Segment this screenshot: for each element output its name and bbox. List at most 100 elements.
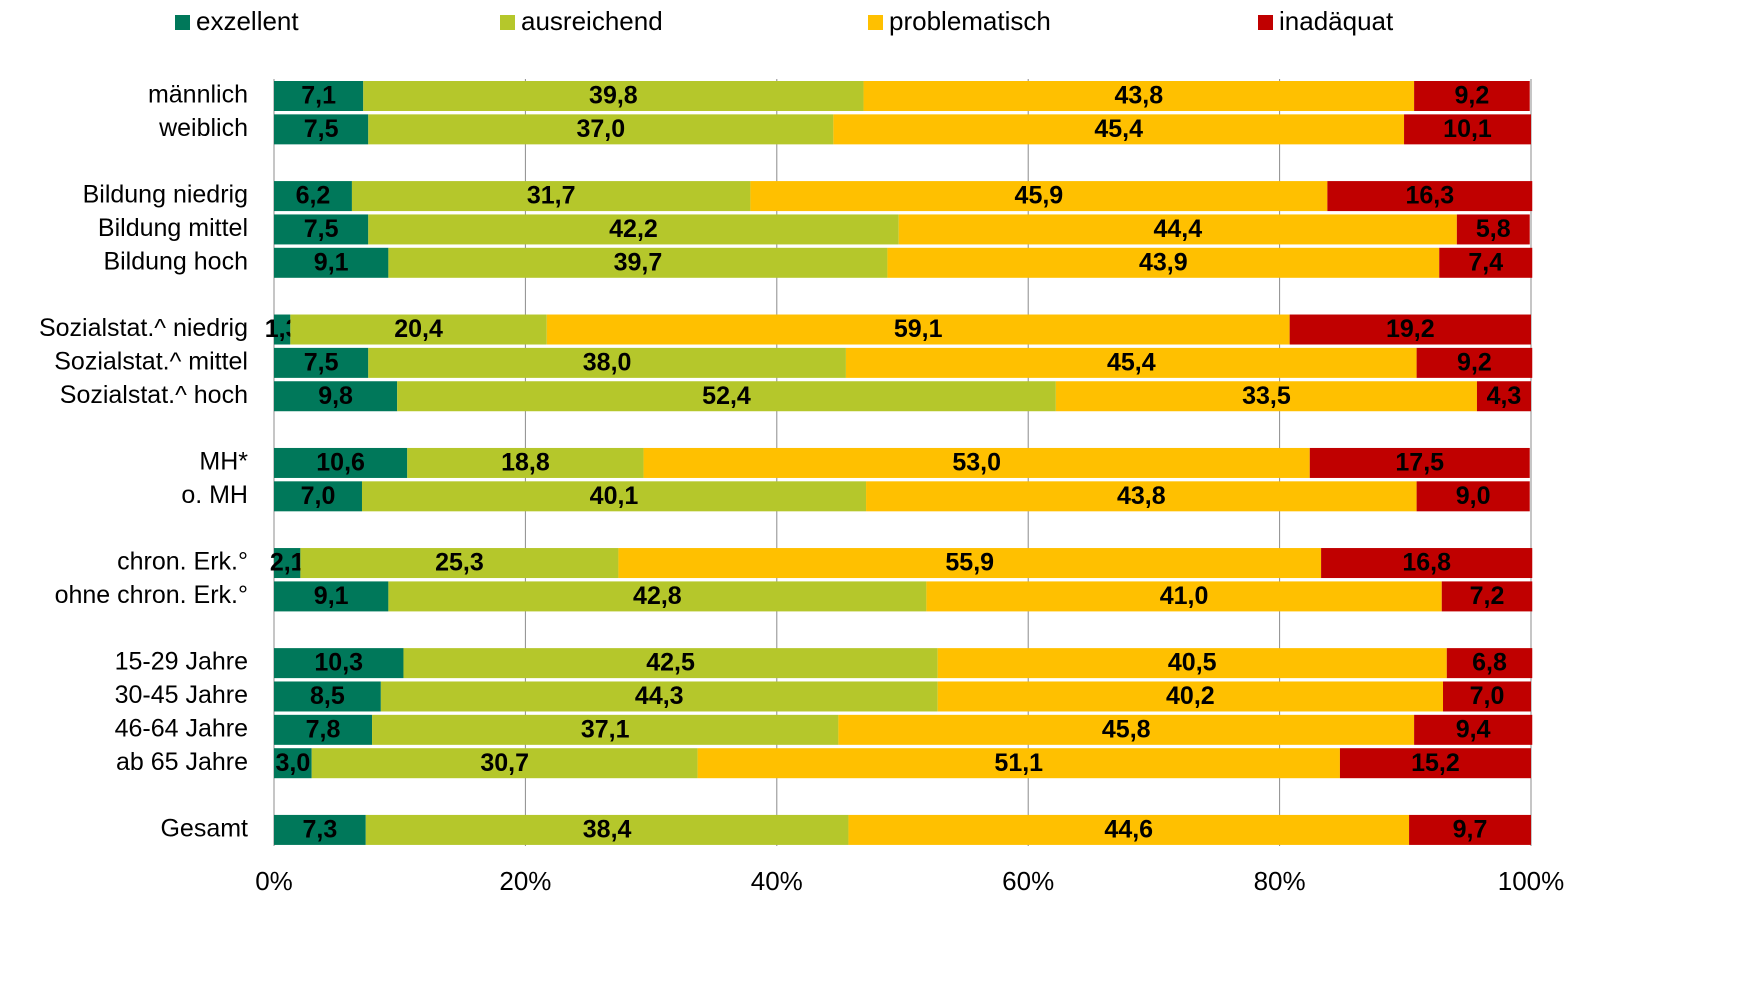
bar-segment	[1414, 81, 1530, 111]
data-label: 40,2	[1166, 682, 1215, 710]
y-tick-label: 30-45 Jahre	[115, 681, 248, 709]
data-label: 6,2	[296, 182, 331, 210]
bar-segment	[368, 347, 846, 378]
legend-label: inadäquat	[1279, 6, 1394, 36]
bar-segment	[274, 247, 389, 278]
y-tick-label: Bildung mittel	[98, 214, 248, 242]
y-tick-label: Bildung hoch	[103, 247, 248, 275]
legend-swatch	[500, 15, 515, 30]
bar-segment	[363, 81, 864, 111]
bar-segment	[1416, 481, 1530, 512]
y-tick-label: 46-64 Jahre	[115, 714, 248, 742]
data-label: 3,0	[275, 749, 310, 777]
data-label: 2,1	[270, 549, 305, 577]
bar-segment	[368, 114, 834, 145]
y-tick-label: männlich	[148, 81, 248, 109]
data-label: 45,4	[1094, 115, 1143, 143]
legend-label: problematisch	[889, 6, 1051, 36]
data-label: 39,7	[614, 248, 663, 276]
data-label: 43,9	[1139, 248, 1188, 276]
data-label: 9,0	[1456, 482, 1491, 510]
data-label: 42,8	[633, 582, 682, 610]
x-tick-label: 60%	[1002, 866, 1054, 896]
bar-segment	[750, 181, 1328, 212]
bar-segment	[937, 648, 1447, 679]
bar-segment	[546, 314, 1290, 345]
bar-segment	[838, 714, 1415, 745]
y-tick-label: ab 65 Jahre	[116, 748, 248, 776]
bar-segment	[274, 548, 301, 579]
data-label: 45,8	[1102, 715, 1151, 743]
bar-segment	[1456, 214, 1530, 245]
data-label: 17,5	[1395, 449, 1444, 477]
data-label: 30,7	[480, 749, 529, 777]
data-label: 37,1	[581, 715, 630, 743]
y-tick-label: MH*	[199, 448, 248, 476]
legend-swatch	[868, 15, 883, 30]
y-tick-label: 15-29 Jahre	[115, 648, 248, 676]
data-label: 7,1	[301, 82, 336, 110]
bar-segment	[311, 748, 698, 779]
bar-segment	[300, 548, 619, 579]
bar-segment	[372, 714, 839, 745]
data-label: 52,4	[702, 382, 751, 410]
data-label: 43,8	[1117, 482, 1166, 510]
bar-segment	[1414, 714, 1533, 745]
data-label: 38,4	[583, 816, 632, 844]
legend-swatch	[1258, 15, 1273, 30]
bar-segment	[388, 247, 888, 278]
bar-segment	[274, 681, 381, 712]
bar-segment	[1055, 381, 1477, 412]
bar-segment	[365, 814, 849, 845]
bar-segment	[274, 81, 364, 111]
data-label: 40,5	[1168, 649, 1217, 677]
bar-segment	[274, 748, 312, 779]
data-label: 7,5	[304, 348, 339, 376]
bar-segment	[380, 681, 938, 712]
x-tick-label: 20%	[499, 866, 551, 896]
data-label: 10,6	[316, 449, 365, 477]
y-tick-label: ohne chron. Erk.°	[55, 581, 248, 609]
data-label: 9,1	[314, 582, 349, 610]
data-label: 31,7	[527, 182, 576, 210]
bar-segment	[407, 447, 644, 478]
bar-segment	[351, 181, 751, 212]
bar-segment	[845, 347, 1417, 378]
data-label: 16,8	[1402, 549, 1451, 577]
bar-segment	[1476, 381, 1531, 412]
data-label: 45,4	[1107, 348, 1156, 376]
bar-segment	[274, 347, 369, 378]
data-label: 38,0	[583, 348, 632, 376]
data-label: 44,3	[635, 682, 684, 710]
bar-segment	[618, 548, 1322, 579]
bar-segment	[274, 447, 408, 478]
bar-segment	[397, 381, 1056, 412]
bar-segment	[1289, 314, 1531, 345]
data-label: 42,2	[609, 215, 658, 243]
bar-segment	[643, 447, 1310, 478]
bar-segment	[274, 381, 398, 412]
bar-segment	[1309, 447, 1530, 478]
y-tick-label: Bildung niedrig	[83, 181, 248, 209]
x-tick-label: 100%	[1498, 866, 1565, 896]
data-label: 53,0	[952, 449, 1001, 477]
data-label: 7,0	[1470, 682, 1505, 710]
bar-segment	[1446, 648, 1533, 679]
data-label: 9,1	[314, 248, 349, 276]
bar-segment	[1443, 681, 1531, 712]
data-label: 7,4	[1468, 248, 1503, 276]
data-label: 6,8	[1472, 649, 1507, 677]
data-label: 4,3	[1487, 382, 1522, 410]
bar-segment	[898, 214, 1457, 245]
data-label: 19,2	[1386, 315, 1435, 343]
bar-segment	[937, 681, 1444, 712]
data-label: 25,3	[435, 549, 484, 577]
bar-segment	[887, 247, 1440, 278]
data-label: 16,3	[1405, 182, 1454, 210]
bar-segment	[368, 214, 899, 245]
bar-segment	[863, 81, 1415, 111]
bar-segment	[1439, 247, 1533, 278]
y-tick-label: Sozialstat.^ mittel	[54, 347, 248, 375]
data-label: 41,0	[1160, 582, 1209, 610]
